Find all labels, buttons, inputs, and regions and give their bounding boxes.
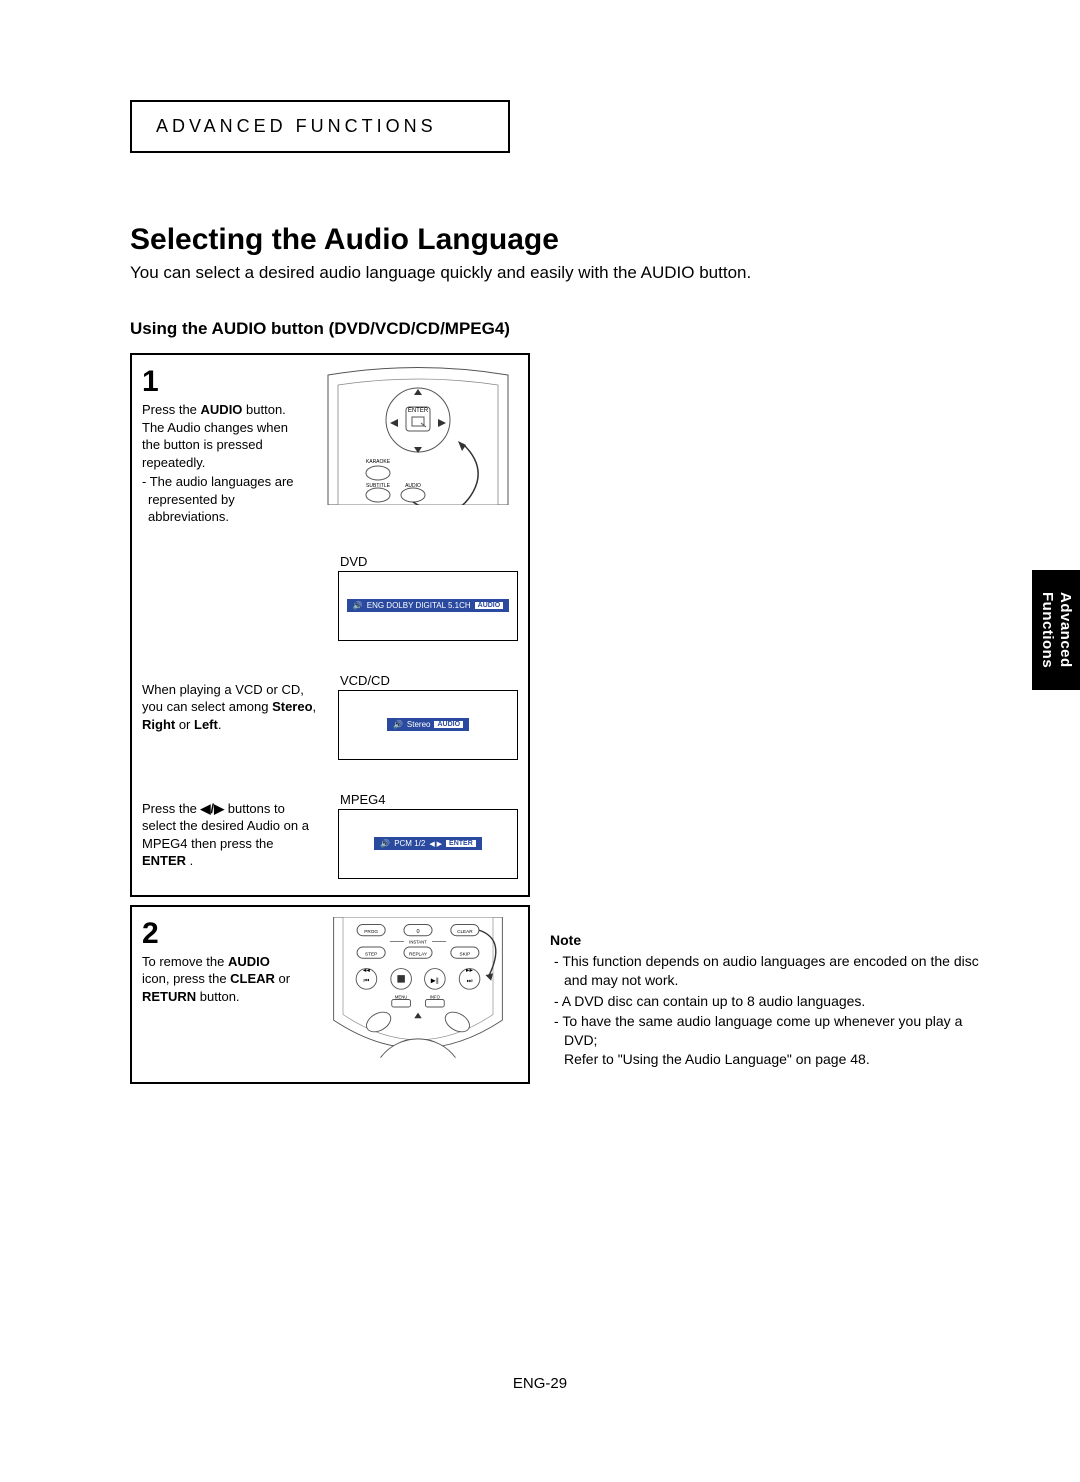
note-column: Note - This function depends on audio la…	[550, 905, 990, 1084]
svg-text:REPLAY: REPLAY	[409, 951, 428, 956]
mpeg-instruction: Press the ◀/▶ buttons to select the desi…	[142, 800, 320, 870]
t: A DVD disc can contain up to 8 audio lan…	[562, 993, 866, 1009]
t: Press the	[142, 402, 201, 417]
dvd-label: DVD	[340, 554, 518, 569]
svg-text:INFO: INFO	[430, 994, 441, 999]
t: Right	[142, 717, 175, 732]
section-header-text: ADVANCED FUNCTIONS	[156, 116, 437, 136]
speaker-icon: 🔊	[380, 839, 390, 848]
audio-bold: AUDIO	[201, 402, 243, 417]
svg-text:▶▶: ▶▶	[466, 967, 474, 972]
t: ◀/▶	[201, 801, 225, 816]
vcd-osd-strip: 🔊 Stereo AUDIO	[387, 718, 469, 731]
speaker-icon: 🔊	[393, 720, 403, 729]
t: ENTER	[142, 853, 186, 868]
note-item-3: - To have the same audio language come u…	[552, 1012, 990, 1069]
step-1-number: 1	[142, 367, 300, 397]
t: Functions	[1039, 592, 1056, 668]
mpeg-osd: 🔊 PCM 1/2 ◀ ▶ ENTER	[338, 809, 518, 879]
step-2-number: 2	[142, 919, 300, 949]
t: or	[175, 717, 194, 732]
dvd-osd-text: ENG DOLBY DIGITAL 5.1CH	[367, 601, 471, 610]
step-1-remote-area: ENTER KARAOKE SUBTITLE AUDIO	[308, 355, 528, 538]
t: .	[186, 853, 193, 868]
side-tab: AdvancedFunctions	[1032, 570, 1080, 690]
speaker-icon: 🔊	[353, 601, 363, 610]
remote-bottom-illustration: PROG 0 CLEAR INSTANT STEP REPLAY SKIP ◀◀…	[318, 917, 518, 1067]
dvd-osd: 🔊 ENG DOLBY DIGITAL 5.1CH AUDIO	[338, 571, 518, 641]
svg-text:SKIP: SKIP	[460, 951, 471, 956]
mpeg-osd-text: PCM 1/2	[394, 839, 425, 848]
t: Press the	[142, 801, 201, 816]
side-tab-text: AdvancedFunctions	[1038, 592, 1074, 668]
svg-text:KARAOKE: KARAOKE	[366, 459, 391, 465]
svg-text:STEP: STEP	[365, 951, 377, 956]
step-1-text-column: 1 Press the AUDIO button. The Audio chan…	[132, 355, 308, 538]
step-1-bullet: - The audio languages are represented by…	[142, 473, 300, 526]
note-heading: Note	[550, 931, 990, 950]
t: AUDIO	[228, 954, 270, 969]
svg-text:SUBTITLE: SUBTITLE	[366, 483, 391, 489]
vcd-label: VCD/CD	[340, 673, 518, 688]
vcd-osd-badge: AUDIO	[434, 721, 463, 728]
t: Advanced	[1057, 592, 1074, 668]
svg-text:⏮: ⏮	[363, 977, 369, 984]
t: ,	[313, 699, 317, 714]
t: This function depends on audio languages…	[562, 953, 978, 988]
enter-label: ENTER	[408, 408, 429, 414]
t: icon, press the	[142, 971, 230, 986]
mpeg-label: MPEG4	[340, 792, 518, 807]
t: To remove the	[142, 954, 228, 969]
mpeg-osd-badge: ENTER	[446, 840, 476, 847]
vcd-osd-text: Stereo	[407, 720, 431, 729]
t: CLEAR	[230, 971, 275, 986]
remote-top-illustration: ENTER KARAOKE SUBTITLE AUDIO	[318, 365, 518, 505]
svg-text:PROG: PROG	[364, 929, 378, 934]
intro-text: You can select a desired audio language …	[130, 263, 990, 283]
page-number: ENG-29	[0, 1375, 1080, 1392]
mpeg-osd-strip: 🔊 PCM 1/2 ◀ ▶ ENTER	[374, 837, 482, 850]
sub-heading: Using the AUDIO button (DVD/VCD/CD/MPEG4…	[130, 319, 990, 339]
note-item-1: - This function depends on audio languag…	[552, 952, 990, 990]
t: Stereo	[272, 699, 312, 714]
t: RETURN	[142, 989, 196, 1004]
t: or	[275, 971, 290, 986]
vcd-osd: 🔊 Stereo AUDIO	[338, 690, 518, 760]
svg-text:◀◀: ◀◀	[363, 967, 371, 972]
step-2-instruction: To remove the AUDIO icon, press the CLEA…	[142, 953, 300, 1006]
step-1-panel: 1 Press the AUDIO button. The Audio chan…	[130, 353, 530, 897]
step-1-instruction: Press the AUDIO button. The Audio change…	[142, 401, 300, 471]
svg-text:CLEAR: CLEAR	[457, 929, 473, 934]
vcd-instruction: When playing a VCD or CD, you can select…	[142, 681, 320, 734]
note-item-2: - A DVD disc can contain up to 8 audio l…	[552, 992, 990, 1011]
t: Refer to "Using the Audio Language" on p…	[564, 1051, 870, 1067]
dvd-osd-badge: AUDIO	[475, 602, 504, 609]
t: To have the same audio language come up …	[562, 1013, 962, 1048]
svg-text:0: 0	[416, 929, 419, 935]
svg-text:⏭: ⏭	[467, 977, 473, 984]
svg-text:INSTANT: INSTANT	[409, 939, 427, 944]
t: Left	[194, 717, 218, 732]
svg-text:▶∥: ▶∥	[431, 976, 439, 984]
svg-text:MENU: MENU	[395, 994, 407, 999]
t: button.	[196, 989, 239, 1004]
step-2-panel: 2 To remove the AUDIO icon, press the CL…	[130, 905, 530, 1084]
svg-text:AUDIO: AUDIO	[405, 483, 421, 489]
t: .	[218, 717, 222, 732]
dvd-osd-strip: 🔊 ENG DOLBY DIGITAL 5.1CH AUDIO	[347, 599, 509, 612]
page-title: Selecting the Audio Language	[130, 223, 990, 257]
section-header-box: ADVANCED FUNCTIONS	[130, 100, 510, 153]
